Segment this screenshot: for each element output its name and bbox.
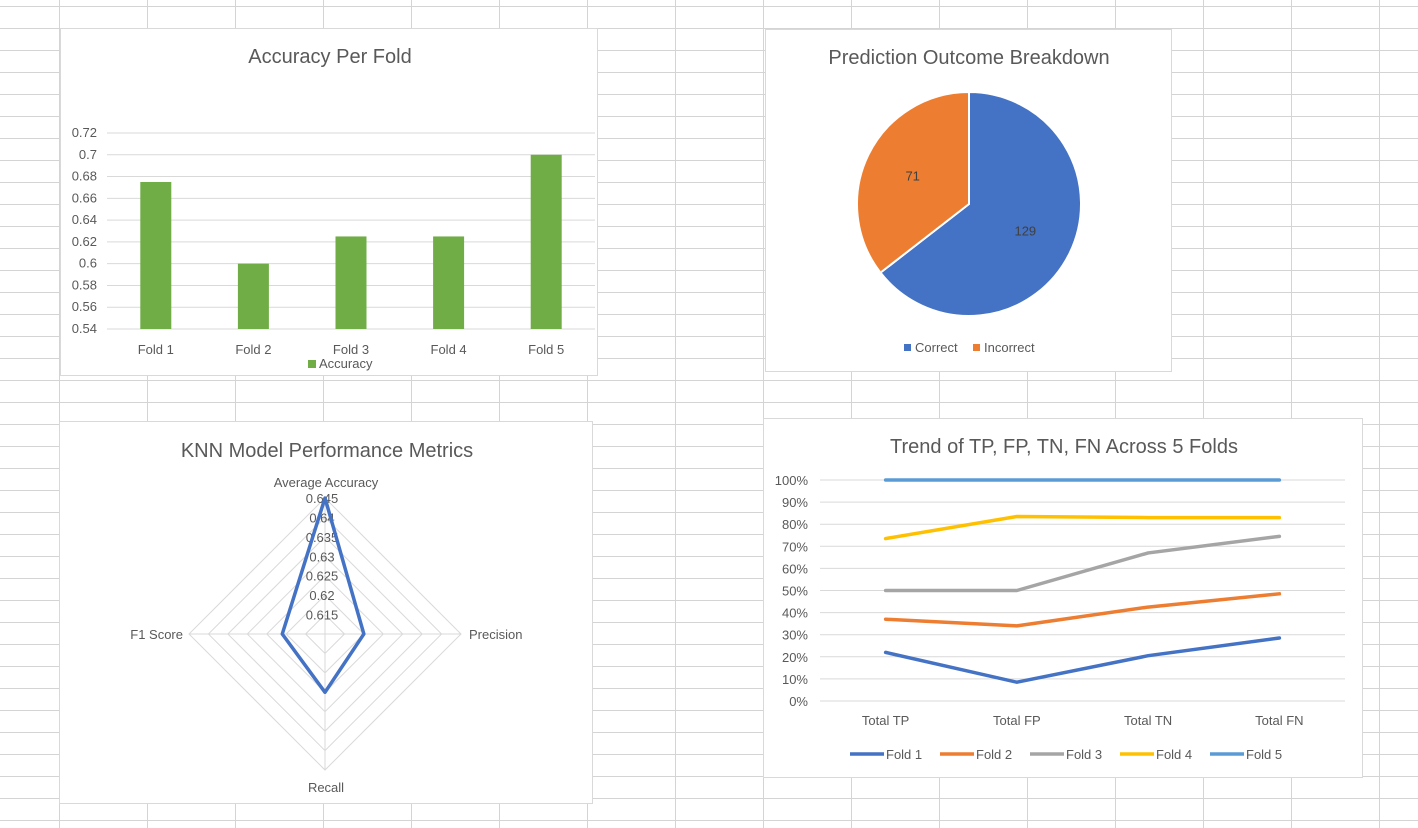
pie-slice: [879, 90, 1082, 317]
r-tick-label: 0.62: [309, 588, 334, 603]
legend-label: Incorrect: [984, 340, 1035, 355]
legend-label: Fold 2: [976, 747, 1012, 762]
legend-swatch: [973, 344, 980, 351]
accuracy-bar-chart[interactable]: Accuracy Per Fold 0.54 0.56 0.58 0.6 0.62 0.64…: [60, 28, 598, 376]
x-tick-label: Fold 4: [431, 342, 467, 357]
series-line: [883, 514, 1282, 541]
y-tick-label: 0.58: [72, 277, 97, 292]
y-tick-label: 0.72: [72, 125, 97, 140]
bar: [237, 263, 269, 329]
y-tick-label: 20%: [782, 650, 808, 665]
y-tick-label: 100%: [775, 473, 809, 488]
legend-label: Fold 5: [1246, 747, 1282, 762]
trend-line-chart-svg: Trend of TP, FP, TN, FN Across 5 Folds 0%…: [775, 436, 1345, 762]
metrics-radar-chart[interactable]: KNN Model Performance Metrics 0.615 0.62 0.…: [59, 421, 593, 804]
data-label: 129: [1014, 224, 1036, 239]
series-line: [883, 534, 1282, 593]
prediction-pie-chart[interactable]: Prediction Outcome Breakdown 129 71 Correct…: [765, 29, 1172, 372]
radar-series-line: [280, 496, 366, 695]
r-tick-label: 0.645: [306, 491, 339, 506]
legend-swatch: [308, 360, 316, 368]
trend-line-chart[interactable]: Trend of TP, FP, TN, FN Across 5 Folds 0%…: [763, 418, 1363, 778]
bar: [530, 154, 562, 329]
x-tick-label: Fold 3: [333, 342, 369, 357]
y-tick-label: 0.6: [79, 256, 97, 271]
y-tick-label: 70%: [782, 539, 808, 554]
legend-label: Fold 3: [1066, 747, 1102, 762]
axis-category-label: Recall: [308, 780, 344, 795]
r-tick-label: 0.63: [309, 549, 334, 564]
x-tick-label: Total TP: [862, 713, 909, 728]
y-tick-label: 40%: [782, 606, 808, 621]
chart-title: KNN Model Performance Metrics: [181, 440, 473, 462]
legend-label: Fold 4: [1156, 747, 1192, 762]
bar: [433, 236, 465, 329]
axis-category-label: Precision: [469, 627, 522, 642]
legend-swatch: [904, 344, 911, 351]
y-tick-label: 30%: [782, 628, 808, 643]
bar: [335, 236, 367, 329]
metrics-radar-chart-svg: KNN Model Performance Metrics 0.615 0.62 0.…: [130, 440, 522, 795]
y-tick-label: 60%: [782, 561, 808, 576]
y-tick-label: 0.7: [79, 147, 97, 162]
chart-title: Prediction Outcome Breakdown: [828, 47, 1109, 69]
y-tick-label: 0.66: [72, 190, 97, 205]
x-tick-label: Fold 1: [138, 342, 174, 357]
y-tick-label: 50%: [782, 584, 808, 599]
axis-category-label: Average Accuracy: [274, 475, 379, 490]
series-line: [883, 592, 1282, 628]
data-label: 71: [905, 168, 919, 183]
y-tick-label: 0.56: [72, 299, 97, 314]
legend-label: Correct: [915, 340, 958, 355]
y-tick-label: 10%: [782, 672, 808, 687]
y-tick-label: 0.54: [72, 321, 97, 336]
accuracy-bar-chart-svg: Accuracy Per Fold 0.54 0.56 0.58 0.6 0.62 0.64…: [72, 46, 595, 371]
y-tick-label: 0.62: [72, 234, 97, 249]
series-line: [883, 636, 1282, 684]
legend-label: Accuracy: [319, 356, 373, 371]
r-tick-label: 0.625: [306, 569, 339, 584]
r-tick-label: 0.615: [306, 608, 339, 623]
x-tick-label: Fold 2: [235, 342, 271, 357]
x-tick-label: Total FP: [993, 713, 1041, 728]
pie-slice: [856, 90, 970, 275]
y-tick-label: 80%: [782, 517, 808, 532]
y-tick-label: 0.64: [72, 212, 97, 227]
x-tick-label: Total FN: [1255, 713, 1303, 728]
chart-title: Accuracy Per Fold: [248, 46, 411, 68]
x-tick-label: Total TN: [1124, 713, 1172, 728]
y-tick-label: 90%: [782, 495, 808, 510]
y-tick-label: 0%: [789, 694, 808, 709]
axis-category-label: F1 Score: [130, 627, 183, 642]
bar: [140, 182, 172, 329]
legend-label: Fold 1: [886, 747, 922, 762]
chart-title: Trend of TP, FP, TN, FN Across 5 Folds: [890, 436, 1238, 458]
x-tick-label: Fold 5: [528, 342, 564, 357]
prediction-pie-chart-svg: Prediction Outcome Breakdown 129 71 Correct…: [828, 47, 1109, 355]
y-tick-label: 0.68: [72, 169, 97, 184]
